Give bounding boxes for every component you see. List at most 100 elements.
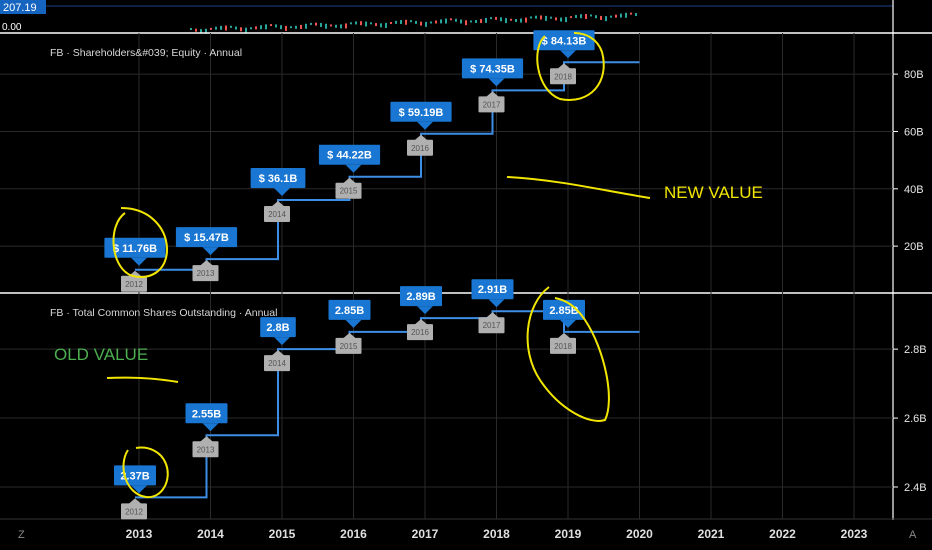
year-label: 2014 <box>268 359 286 368</box>
value-label: $ 59.19B <box>399 107 444 119</box>
year-badge-box <box>264 355 290 372</box>
candle <box>230 25 232 28</box>
value-badge: $ 36.1B <box>250 167 306 196</box>
candle <box>465 20 467 26</box>
candle <box>355 21 357 25</box>
value-label: 2.85B <box>335 305 364 317</box>
value-label: $ 15.47B <box>184 232 229 244</box>
candle <box>270 24 272 27</box>
year-badge-box <box>478 96 505 113</box>
mini-candles <box>190 12 637 34</box>
candle <box>250 27 252 30</box>
y-tick-label: 2.6B <box>904 413 927 425</box>
candle <box>490 17 492 20</box>
x-tick-label: 2017 <box>412 527 439 541</box>
year-badge: 2017 <box>478 91 505 113</box>
x-tick-label: 2018 <box>483 527 510 541</box>
year-label: 2015 <box>340 187 358 196</box>
value-label: $ 44.22B <box>327 150 372 162</box>
candle <box>290 26 292 29</box>
year-label: 2012 <box>125 280 143 289</box>
year-badge: 2017 <box>478 312 505 334</box>
candle <box>445 18 447 24</box>
x-tick-label: 2022 <box>769 527 796 541</box>
year-badge: 2013 <box>192 260 219 282</box>
year-label: 2012 <box>125 507 143 516</box>
candle <box>510 18 512 21</box>
candle <box>235 26 237 30</box>
candle <box>245 27 247 33</box>
candle <box>190 28 192 30</box>
year-label: 2015 <box>340 342 358 351</box>
candle <box>375 23 377 27</box>
y-tick-label: 20B <box>904 241 924 253</box>
circle-annotation-2018-equity <box>536 32 605 101</box>
value-badge-box <box>260 317 296 338</box>
year-badge: 2014 <box>264 200 290 222</box>
candle <box>620 13 622 18</box>
right-corner-badge[interactable]: A <box>909 529 917 541</box>
candle <box>285 25 287 31</box>
year-label: 2014 <box>268 210 286 219</box>
value-badge-pointer <box>131 485 147 494</box>
candle <box>260 25 262 30</box>
shares-series: 2.37B 2012 2.55B 2013 2.8B 2014 2.85B 2015 2.89B… <box>114 279 640 520</box>
year-badge: 2013 <box>192 436 219 458</box>
candle <box>340 24 342 29</box>
value-badge-pointer <box>202 423 219 432</box>
candle <box>195 28 197 32</box>
value-badge-box <box>175 227 238 248</box>
value-badge-box <box>533 30 595 51</box>
candle <box>415 20 417 24</box>
value-badge: $ 44.22B <box>318 144 381 173</box>
candle <box>255 26 257 30</box>
candle <box>585 14 587 20</box>
year-badge: 2014 <box>264 350 290 372</box>
x-tick-label: 2021 <box>698 527 725 541</box>
candle <box>430 21 432 24</box>
year-badge-box <box>192 441 219 458</box>
candle <box>275 24 277 28</box>
candle <box>265 24 267 30</box>
candle <box>370 22 372 25</box>
candle <box>540 15 542 20</box>
candle <box>630 12 632 15</box>
x-tick-label: 2013 <box>126 527 153 541</box>
shares-y-axis: 2.4B 2.6B 2.8B <box>893 344 927 494</box>
new-value-arrow-line <box>506 176 651 199</box>
value-badge-box <box>400 286 442 307</box>
value-label: 2.89B <box>406 291 435 303</box>
candle <box>390 21 392 24</box>
candle <box>310 22 312 25</box>
x-tick-label: 2014 <box>197 527 224 541</box>
y-tick-label: 2.4B <box>904 482 927 494</box>
value-badge-box <box>543 299 585 320</box>
value-badge: $ 74.35B <box>461 58 524 87</box>
candle <box>520 18 522 23</box>
value-label: $ 84.13B <box>542 35 587 47</box>
value-badge-pointer <box>131 257 147 266</box>
year-badge-pointer <box>414 134 428 141</box>
candle <box>380 23 382 28</box>
candle <box>485 17 487 23</box>
shares-outstanding-panel: FB · Total Common Shares Outstanding · A… <box>0 279 927 520</box>
value-badge-pointer <box>274 187 290 196</box>
value-badge-box <box>471 279 514 300</box>
new-value-annotation: NEW VALUE <box>664 183 763 202</box>
left-corner-badge[interactable]: Z <box>18 529 25 541</box>
candle <box>530 16 532 19</box>
y-tick-label: 40B <box>904 184 924 196</box>
year-badge: 2016 <box>407 134 433 156</box>
year-badge: 2016 <box>407 319 433 341</box>
year-badge-pointer <box>485 312 500 319</box>
price-label: 207.19 <box>3 2 37 14</box>
candle <box>480 19 482 24</box>
year-badge-box <box>192 265 219 282</box>
candle <box>325 23 327 29</box>
value-badge: 2.91B <box>471 279 514 308</box>
candle <box>295 25 297 29</box>
candle <box>515 18 517 22</box>
year-badge-box <box>121 275 147 292</box>
candle <box>395 20 397 24</box>
